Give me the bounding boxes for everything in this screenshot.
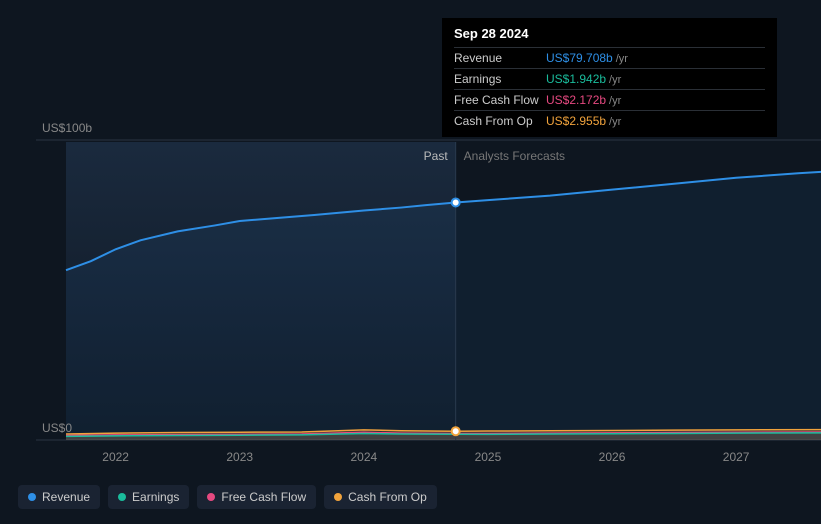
tooltip-row-value: US$79.708b: [546, 51, 613, 65]
tooltip-row-unit: /yr: [609, 95, 621, 107]
legend-label: Cash From Op: [348, 490, 427, 504]
chart-tooltip: Sep 28 2024 RevenueUS$79.708b/yrEarnings…: [442, 18, 777, 137]
marker-revenue[interactable]: [452, 198, 460, 206]
tooltip-row-unit: /yr: [609, 116, 621, 128]
legend-dot-icon: [334, 493, 342, 501]
tooltip-row-value: US$1.942b: [546, 72, 606, 86]
past-label: Past: [424, 149, 449, 163]
legend-item-revenue[interactable]: Revenue: [18, 485, 100, 509]
legend-item-free-cash-flow[interactable]: Free Cash Flow: [197, 485, 316, 509]
x-axis-label: 2027: [723, 450, 750, 464]
tooltip-row-label: Revenue: [454, 51, 546, 65]
legend-item-cash-from-op[interactable]: Cash From Op: [324, 485, 437, 509]
x-axis-label: 2024: [350, 450, 377, 464]
tooltip-row-label: Free Cash Flow: [454, 93, 546, 107]
tooltip-date: Sep 28 2024: [454, 26, 765, 48]
y-axis-label: US$0: [42, 421, 72, 435]
x-axis-label: 2025: [475, 450, 502, 464]
marker-cash_from_op[interactable]: [452, 427, 460, 435]
x-axis-label: 2022: [102, 450, 129, 464]
tooltip-rows: RevenueUS$79.708b/yrEarningsUS$1.942b/yr…: [454, 48, 765, 131]
tooltip-row-label: Earnings: [454, 72, 546, 86]
y-axis-label: US$100b: [42, 121, 92, 135]
x-axis-label: 2026: [599, 450, 626, 464]
tooltip-row-unit: /yr: [609, 74, 621, 86]
forecasts-label: Analysts Forecasts: [464, 149, 565, 163]
tooltip-row-label: Cash From Op: [454, 114, 546, 128]
tooltip-row: Free Cash FlowUS$2.172b/yr: [454, 90, 765, 111]
tooltip-row-value: US$2.172b: [546, 93, 606, 107]
legend-dot-icon: [207, 493, 215, 501]
legend-dot-icon: [28, 493, 36, 501]
x-axis-label: 2023: [226, 450, 253, 464]
legend-item-earnings[interactable]: Earnings: [108, 485, 189, 509]
tooltip-row-value: US$2.955b: [546, 114, 606, 128]
legend-label: Earnings: [132, 490, 179, 504]
legend-dot-icon: [118, 493, 126, 501]
tooltip-row: EarningsUS$1.942b/yr: [454, 69, 765, 90]
tooltip-row: Cash From OpUS$2.955b/yr: [454, 111, 765, 131]
legend-label: Free Cash Flow: [221, 490, 306, 504]
tooltip-row-unit: /yr: [616, 53, 628, 65]
legend-label: Revenue: [42, 490, 90, 504]
chart-legend: Revenue Earnings Free Cash Flow Cash From O…: [18, 485, 437, 509]
tooltip-row: RevenueUS$79.708b/yr: [454, 48, 765, 69]
